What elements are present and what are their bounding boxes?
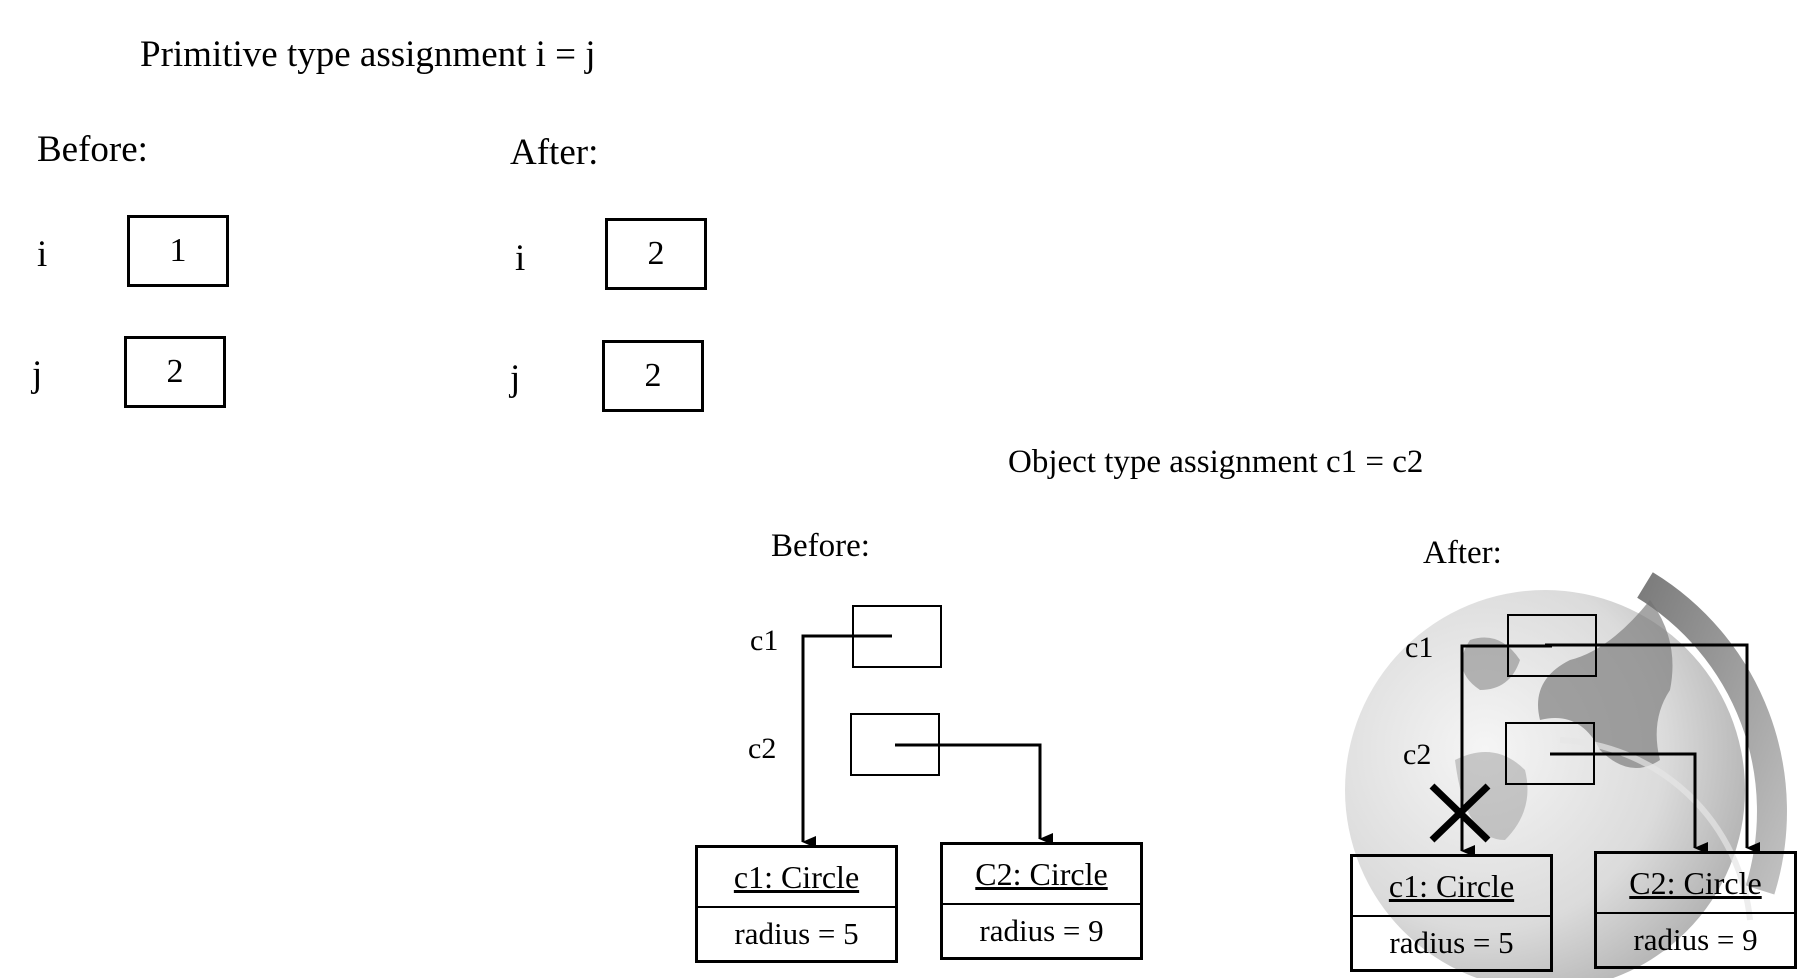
before-var-j-value: 2 (166, 353, 184, 390)
before-ref-c1-label: c1 (750, 624, 779, 657)
before-object-c1-title: c1: Circle (698, 848, 895, 908)
after-ref-c1-label: c1 (1405, 631, 1434, 664)
object-before-label: Before: (771, 528, 870, 564)
after-object-c2-title: C2: Circle (1597, 854, 1794, 914)
after-var-j-label: j (510, 358, 521, 399)
before-object-c1: c1: Circle radius = 5 (695, 845, 898, 963)
after-object-c1-field: radius = 5 (1389, 925, 1514, 960)
before-object-c1-field: radius = 5 (734, 916, 859, 951)
before-var-j-box: 2 (124, 336, 226, 408)
before-arrow-c2 (895, 743, 1053, 845)
primitive-after-label: After: (510, 132, 599, 173)
after-var-i-label: i (515, 238, 526, 279)
after-arrow-c2 (1550, 752, 1708, 854)
before-var-j-label: j (32, 354, 43, 395)
after-arrow-c1-old (1460, 644, 1552, 857)
before-ref-c2-label: c2 (748, 732, 777, 765)
before-object-c2: C2: Circle radius = 9 (940, 842, 1143, 960)
after-ref-c2-label: c2 (1403, 738, 1432, 771)
cross-mark-icon (1429, 783, 1491, 843)
after-object-c2: C2: Circle radius = 9 (1594, 851, 1797, 969)
after-var-i-box: 2 (605, 218, 707, 290)
before-object-c2-field: radius = 9 (979, 913, 1104, 948)
before-var-i-box: 1 (127, 215, 229, 287)
object-after-label: After: (1423, 535, 1502, 571)
after-arrow-c1-new (1545, 643, 1760, 854)
before-var-i-value: 1 (169, 232, 187, 269)
after-var-i-value: 2 (647, 235, 665, 272)
after-var-j-value: 2 (644, 357, 662, 394)
after-object-c1-title: c1: Circle (1353, 857, 1550, 917)
before-object-c2-title: C2: Circle (943, 845, 1140, 905)
primitive-before-label: Before: (37, 129, 148, 170)
after-var-j-box: 2 (602, 340, 704, 412)
before-var-i-label: i (37, 234, 48, 275)
before-arrow-c1 (801, 634, 892, 848)
after-object-c1: c1: Circle radius = 5 (1350, 854, 1553, 972)
primitive-title: Primitive type assignment i = j (140, 34, 596, 75)
after-object-c2-field: radius = 9 (1633, 922, 1758, 957)
object-title: Object type assignment c1 = c2 (1008, 444, 1424, 480)
